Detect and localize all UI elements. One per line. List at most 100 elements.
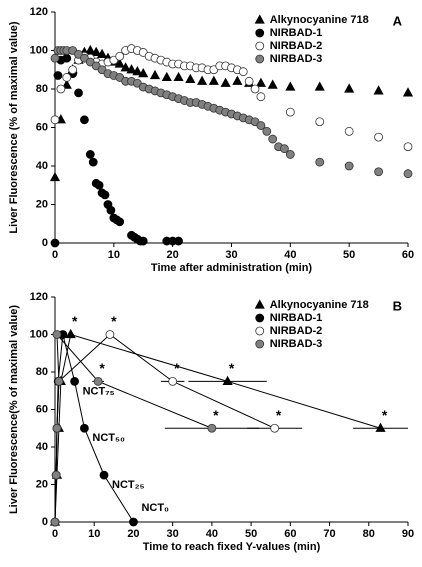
legend-marker — [255, 339, 265, 349]
marker — [50, 115, 60, 125]
legend-marker — [255, 313, 265, 323]
legend-label: NIRBAD-1 — [270, 312, 323, 324]
significance-flag: * — [99, 360, 105, 376]
legend-marker — [255, 326, 265, 336]
x-tick-label: 70 — [323, 528, 335, 540]
marker — [315, 157, 325, 167]
y-axis-title: Liver Fluorescence (% of maximal value) — [8, 21, 20, 233]
x-tick-label: 90 — [402, 528, 414, 540]
x-tick-label: 0 — [52, 528, 58, 540]
significance-flag: * — [382, 407, 388, 423]
y-tick-label: 120 — [30, 6, 48, 18]
marker — [74, 88, 83, 98]
marker — [105, 330, 115, 339]
marker — [250, 84, 260, 94]
marker — [51, 470, 61, 480]
marker — [115, 217, 125, 227]
y-tick-label: 40 — [36, 160, 48, 172]
marker — [244, 76, 254, 86]
x-tick-label: 60 — [284, 528, 296, 540]
y-tick-label: 0 — [42, 237, 48, 249]
x-tick-label: 60 — [402, 249, 414, 261]
marker — [91, 46, 102, 57]
marker — [375, 422, 386, 432]
marker — [85, 150, 95, 159]
y-tick-label: 80 — [36, 366, 48, 378]
y-tick-label: 100 — [30, 328, 48, 340]
marker — [99, 470, 109, 480]
y-tick-label: 100 — [30, 44, 48, 56]
marker — [120, 62, 131, 72]
marker — [174, 236, 183, 246]
marker — [315, 117, 325, 127]
marker — [65, 328, 76, 339]
marker — [114, 58, 125, 68]
marker — [374, 132, 383, 142]
x-tick-label: 10 — [108, 249, 120, 261]
x-tick-label: 20 — [167, 249, 179, 261]
legend-label: NIRBAD-1 — [270, 27, 323, 39]
marker — [126, 64, 137, 74]
x-tick-label: 50 — [245, 528, 257, 540]
x-tick-label: 50 — [343, 249, 355, 261]
x-tick-label: 40 — [284, 249, 296, 261]
legend-label: NIRBAD-3 — [270, 53, 323, 65]
point-label: NCT₀ — [141, 502, 169, 514]
marker — [52, 330, 62, 339]
marker — [50, 238, 60, 248]
y-tick-label: 20 — [36, 198, 48, 210]
marker — [168, 376, 178, 386]
x-axis-title: Time after administration (min) — [151, 262, 312, 274]
legend-marker — [254, 14, 265, 24]
x-tick-label: 80 — [363, 528, 375, 540]
y-axis-title: Liver Fluorescence(% of maximal value) — [8, 305, 20, 514]
marker — [222, 375, 233, 385]
marker — [285, 81, 296, 91]
point-label: NCT₂₅ — [112, 479, 145, 491]
marker — [208, 75, 219, 85]
y-tick-label: 60 — [36, 403, 48, 415]
marker — [52, 423, 62, 433]
marker — [50, 53, 60, 63]
marker — [403, 142, 413, 152]
marker — [314, 81, 325, 91]
legend-marker — [255, 41, 265, 51]
marker — [88, 157, 98, 167]
marker — [220, 77, 231, 87]
legend-label: Alkynocyanine 718 — [270, 299, 369, 311]
marker — [138, 236, 148, 246]
x-tick-label: 20 — [127, 528, 139, 540]
significance-flag: * — [111, 313, 117, 329]
x-tick-label: 40 — [206, 528, 218, 540]
marker — [138, 67, 149, 78]
marker — [374, 167, 383, 177]
marker — [402, 87, 414, 97]
legend-marker — [255, 28, 265, 38]
series-line — [54, 334, 134, 523]
marker — [149, 69, 161, 80]
marker — [132, 66, 143, 76]
x-tick-label: 0 — [52, 249, 58, 261]
marker — [256, 121, 266, 130]
marker — [68, 65, 78, 75]
marker — [115, 51, 125, 61]
y-tick-label: 0 — [42, 516, 48, 528]
marker — [268, 134, 278, 144]
x-tick-label: 10 — [88, 528, 100, 540]
marker — [93, 376, 103, 386]
marker — [270, 423, 280, 433]
y-tick-label: 80 — [36, 83, 48, 95]
marker — [285, 107, 295, 117]
point-label: NCT₅₀ — [92, 432, 125, 444]
marker — [262, 126, 272, 136]
marker — [49, 171, 61, 182]
y-tick-label: 40 — [36, 441, 48, 453]
marker — [96, 48, 108, 58]
marker — [344, 161, 354, 171]
marker — [62, 73, 72, 82]
marker — [70, 376, 80, 386]
marker — [280, 144, 289, 154]
x-tick-label: 30 — [225, 249, 237, 261]
significance-flag: * — [213, 407, 219, 423]
